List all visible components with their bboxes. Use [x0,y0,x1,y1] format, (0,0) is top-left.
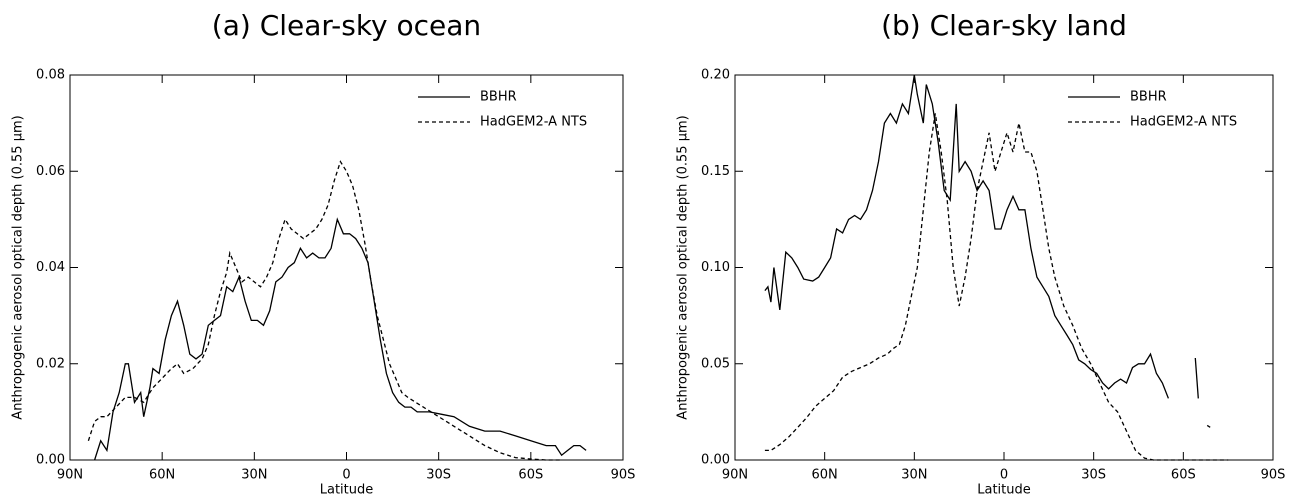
y-tick-label: 0.00 [701,453,730,468]
legend-label: BBHR [1130,90,1167,105]
x-tick-label: 30N [901,468,927,483]
y-tick-label: 0.02 [36,356,65,371]
y-tick-label: 0.05 [701,356,730,371]
y-tick-label: 0.06 [36,164,65,179]
data-line [87,160,562,461]
legend-label: HadGEM2-A NTS [480,115,587,130]
x-tick-label: 0 [342,468,350,483]
plot-frame [734,74,1274,461]
legend-label: HadGEM2-A NTS [1130,115,1237,130]
plot-frame [69,74,624,461]
data-line [764,113,1229,461]
x-tick-label: 0 [1000,468,1008,483]
y-tick-label: 0.08 [36,68,65,83]
x-tick-label: 30S [426,468,451,483]
x-tick-label: 30S [1081,468,1106,483]
y-tick-label: 0.20 [701,68,730,83]
x-tick-label: 30N [241,468,267,483]
legend-label: BBHR [480,90,517,105]
panel: (a) Clear-sky ocean 90N 60N 30N 0 30S 60S 90S 0.… [11,9,636,498]
y-axis-label: Anthropogenic aerosol optical depth (0.5… [11,115,26,419]
data-line [764,74,1211,428]
x-tick-label: 60S [518,468,543,483]
y-tick-label: 0.00 [36,453,65,468]
x-tick-label: 90N [722,468,748,483]
chart-title: (b) Clear-sky land [881,9,1127,42]
x-tick-label: 60S [1171,468,1196,483]
panel: (b) Clear-sky land 90N 60N 30N 0 30S 60S 90S 0.0… [676,9,1286,498]
x-tick-label: 90S [611,468,636,483]
y-tick-label: 0.15 [701,164,730,179]
y-tick-label: 0.10 [701,260,730,275]
chart-title: (a) Clear-sky ocean [212,9,481,42]
x-tick-label: 60N [812,468,838,483]
x-tick-label: 90S [1261,468,1286,483]
y-tick-label: 0.04 [36,260,65,275]
data-line [93,217,587,461]
x-tick-label: 60N [149,468,175,483]
x-axis-label: Latitude [977,483,1031,498]
x-axis-label: Latitude [320,483,374,498]
x-tick-label: 90N [57,468,83,483]
y-axis-label: Anthropogenic aerosol optical depth (0.5… [676,115,691,419]
